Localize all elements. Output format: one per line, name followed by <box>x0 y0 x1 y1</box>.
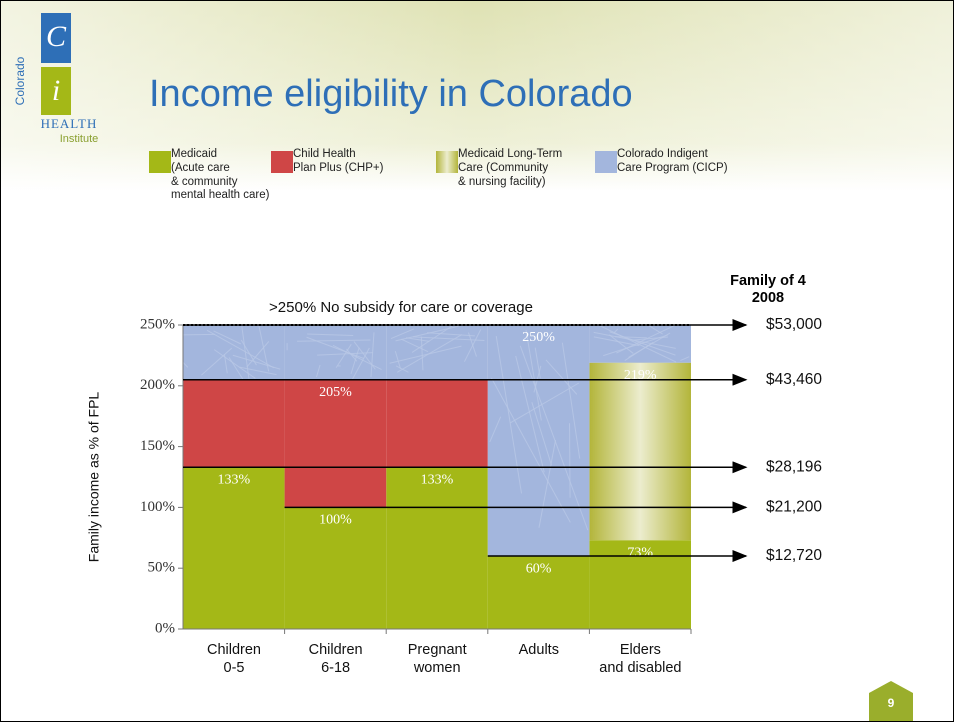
value-label: 205% <box>319 385 352 400</box>
logo-side: Colorado <box>13 56 27 105</box>
logo-letter: C <box>46 20 67 53</box>
texture <box>570 423 571 497</box>
x-tick-label: Pregnant women <box>386 641 488 677</box>
threshold-label: $12,720 <box>766 547 822 564</box>
bar-segment <box>488 325 590 556</box>
legend-swatch <box>271 151 293 173</box>
x-tick-label: Elders and disabled <box>589 641 691 677</box>
legend-label: Medicaid Long-Term Care (Community & nur… <box>458 148 562 189</box>
threshold-label: $43,460 <box>766 371 822 388</box>
bar-segment <box>183 380 285 468</box>
y-tick-label: 150% <box>140 438 175 454</box>
bar-segment <box>183 467 285 629</box>
bar-segment <box>183 325 285 380</box>
legend-swatch-shine <box>436 151 458 173</box>
legend-swatch <box>149 151 171 173</box>
bar-segment <box>386 467 488 629</box>
bar-shine <box>589 363 691 541</box>
right-header: Family of 4 2008 <box>723 273 813 308</box>
legend-label: Colorado Indigent Care Program (CICP) <box>617 148 728 176</box>
legend-swatch <box>595 151 617 173</box>
logo-letter: i <box>52 74 60 107</box>
x-tick-label: Children 0-5 <box>183 641 285 677</box>
logo-name: HEALTH <box>41 116 98 131</box>
value-label: 100% <box>319 513 352 528</box>
value-label: 250% <box>522 330 555 345</box>
y-tick-label: 0% <box>155 620 175 636</box>
top-note: >250% No subsidy for care or coverage <box>269 299 533 316</box>
legend-label: Medicaid (Acute care & community mental … <box>171 148 269 203</box>
x-tick-label: Adults <box>488 641 590 659</box>
value-label: 219% <box>624 368 657 383</box>
y-tick-label: 50% <box>148 560 176 576</box>
value-label: 133% <box>421 472 454 487</box>
x-tick-label: Children 6-18 <box>285 641 387 677</box>
logo-sub: Institute <box>60 133 99 145</box>
bar-segment <box>386 380 488 468</box>
threshold-label: $21,200 <box>766 498 822 515</box>
y-axis-label: Family income as % of FPL <box>86 392 102 563</box>
value-label: 73% <box>627 545 653 560</box>
page-number: 9 <box>888 696 895 710</box>
value-label: 133% <box>217 472 250 487</box>
y-tick-label: 100% <box>140 499 175 515</box>
value-label: 60% <box>526 561 552 576</box>
y-tick-label: 200% <box>140 377 175 393</box>
slide-title: Income eligibility in Colorado <box>149 73 633 115</box>
slide: C i HEALTH Institute Colorado Income eli… <box>0 0 954 722</box>
chart: C i HEALTH Institute Colorado Income eli… <box>1 1 953 721</box>
y-tick-label: 250% <box>140 316 175 332</box>
legend-label: Child Health Plan Plus (CHP+) <box>293 148 383 176</box>
threshold-label: $28,196 <box>766 458 822 475</box>
threshold-label: $53,000 <box>766 316 822 333</box>
